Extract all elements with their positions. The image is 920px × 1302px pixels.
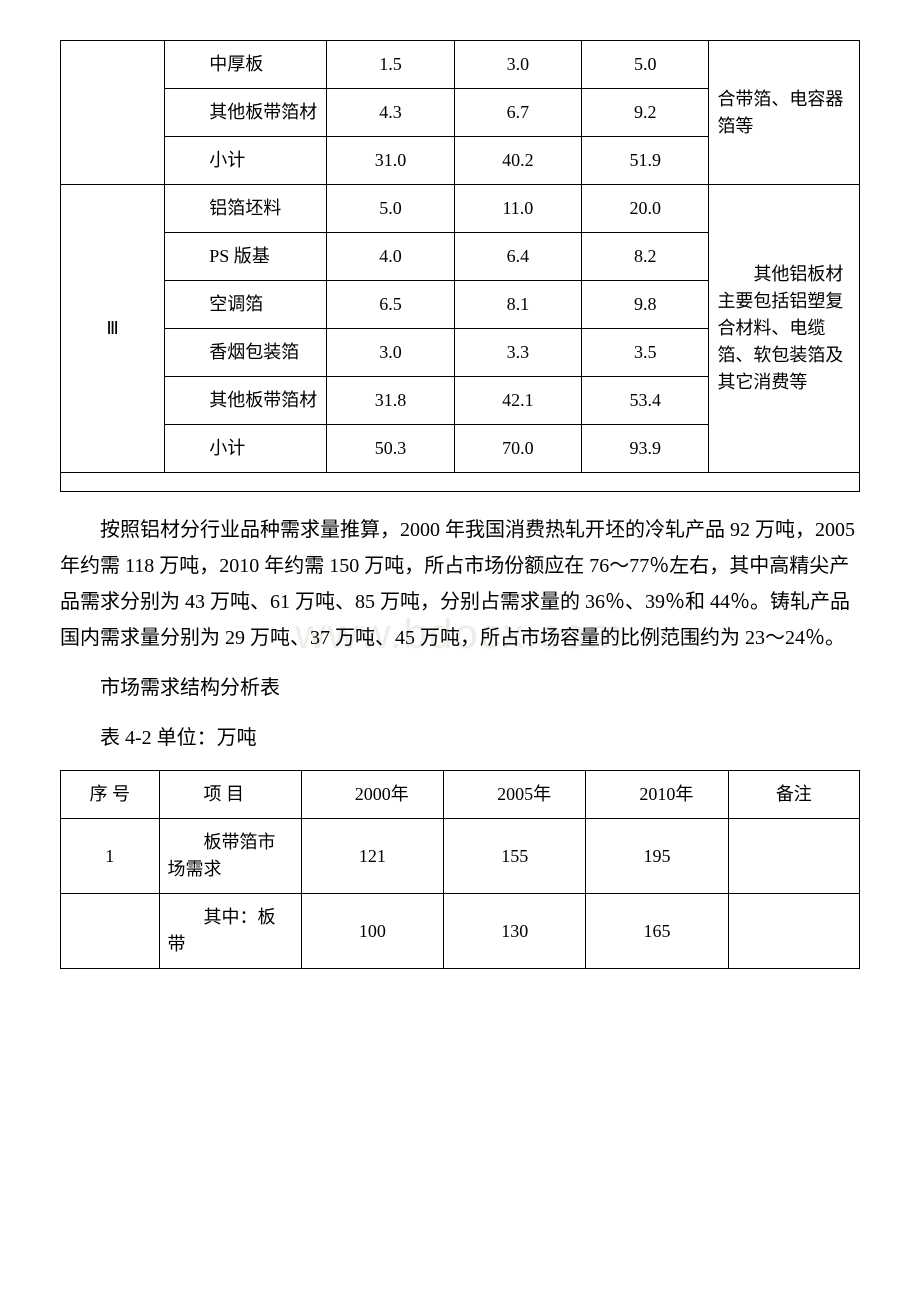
value-cell: 3.5 — [582, 329, 709, 377]
header-y2000: 2000年 — [301, 771, 443, 819]
value-cell: 40.2 — [454, 137, 581, 185]
header-remark: 备注 — [728, 771, 859, 819]
paragraph-caption: 表 4-2 单位：万吨 — [60, 720, 860, 756]
paragraph-title: 市场需求结构分析表 — [60, 670, 860, 706]
item-cell: 其他板带箔材 — [165, 377, 327, 425]
value-cell: 6.4 — [454, 233, 581, 281]
value-cell: 5.0 — [327, 185, 454, 233]
value-cell: 8.1 — [454, 281, 581, 329]
item-cell: 小计 — [165, 425, 327, 473]
value-cell: 8.2 — [582, 233, 709, 281]
item-cell: 小计 — [165, 137, 327, 185]
group-iii-index-cell: Ⅲ — [61, 185, 165, 473]
paragraph-body: 按照铝材分行业品种需求量推算，2000 年我国消费热轧开坯的冷轧产品 92 万吨… — [60, 512, 860, 656]
value-cell: 100 — [301, 894, 443, 969]
value-cell: 11.0 — [454, 185, 581, 233]
value-cell: 50.3 — [327, 425, 454, 473]
item-cell: PS 版基 — [165, 233, 327, 281]
table-header-row: 序 号 项 目 2000年 2005年 2010年 备注 — [61, 771, 860, 819]
value-cell: 31.8 — [327, 377, 454, 425]
item-cell: 板带箔市场需求 — [159, 819, 301, 894]
group-ii-index-cell — [61, 41, 165, 185]
value-cell: 93.9 — [582, 425, 709, 473]
value-cell: 195 — [586, 819, 728, 894]
table-1: 中厚板 1.5 3.0 5.0 合带箔、电容器箔等 其他板带箔材 4.3 6.7… — [60, 40, 860, 492]
header-seq: 序 号 — [61, 771, 160, 819]
value-cell: 20.0 — [582, 185, 709, 233]
value-cell: 9.2 — [582, 89, 709, 137]
seq-cell — [61, 894, 160, 969]
value-cell: 9.8 — [582, 281, 709, 329]
item-cell: 空调箔 — [165, 281, 327, 329]
empty-cell — [61, 473, 860, 492]
table-row: 1 板带箔市场需求 121 155 195 — [61, 819, 860, 894]
item-cell: 香烟包装箔 — [165, 329, 327, 377]
item-cell: 铝箔坯料 — [165, 185, 327, 233]
item-cell: 中厚板 — [165, 41, 327, 89]
value-cell: 4.0 — [327, 233, 454, 281]
value-cell: 42.1 — [454, 377, 581, 425]
item-cell: 其他板带箔材 — [165, 89, 327, 137]
value-cell: 53.4 — [582, 377, 709, 425]
value-cell: 155 — [444, 819, 586, 894]
item-cell: 其中：板带 — [159, 894, 301, 969]
value-cell: 130 — [444, 894, 586, 969]
remark-cell — [728, 819, 859, 894]
table-row: 中厚板 1.5 3.0 5.0 合带箔、电容器箔等 — [61, 41, 860, 89]
value-cell: 31.0 — [327, 137, 454, 185]
value-cell: 3.0 — [454, 41, 581, 89]
remark-cell: 合带箔、电容器箔等 — [709, 41, 860, 185]
value-cell: 3.3 — [454, 329, 581, 377]
value-cell: 5.0 — [582, 41, 709, 89]
table-row: Ⅲ 铝箔坯料 5.0 11.0 20.0 其他铝板材主要包括铝塑复合材料、电缆箔… — [61, 185, 860, 233]
value-cell: 51.9 — [582, 137, 709, 185]
value-cell: 3.0 — [327, 329, 454, 377]
value-cell: 1.5 — [327, 41, 454, 89]
header-y2005: 2005年 — [444, 771, 586, 819]
value-cell: 6.7 — [454, 89, 581, 137]
remark-cell: 其他铝板材主要包括铝塑复合材料、电缆箔、软包装箔及其它消费等 — [709, 185, 860, 473]
value-cell: 6.5 — [327, 281, 454, 329]
value-cell: 70.0 — [454, 425, 581, 473]
seq-cell: 1 — [61, 819, 160, 894]
value-cell: 165 — [586, 894, 728, 969]
header-y2010: 2010年 — [586, 771, 728, 819]
table-row: 其中：板带 100 130 165 — [61, 894, 860, 969]
value-cell: 121 — [301, 819, 443, 894]
remark-cell — [728, 894, 859, 969]
header-item: 项 目 — [159, 771, 301, 819]
value-cell: 4.3 — [327, 89, 454, 137]
table-2: 序 号 项 目 2000年 2005年 2010年 备注 1 板带箔市场需求 1… — [60, 770, 860, 969]
table-row-empty — [61, 473, 860, 492]
